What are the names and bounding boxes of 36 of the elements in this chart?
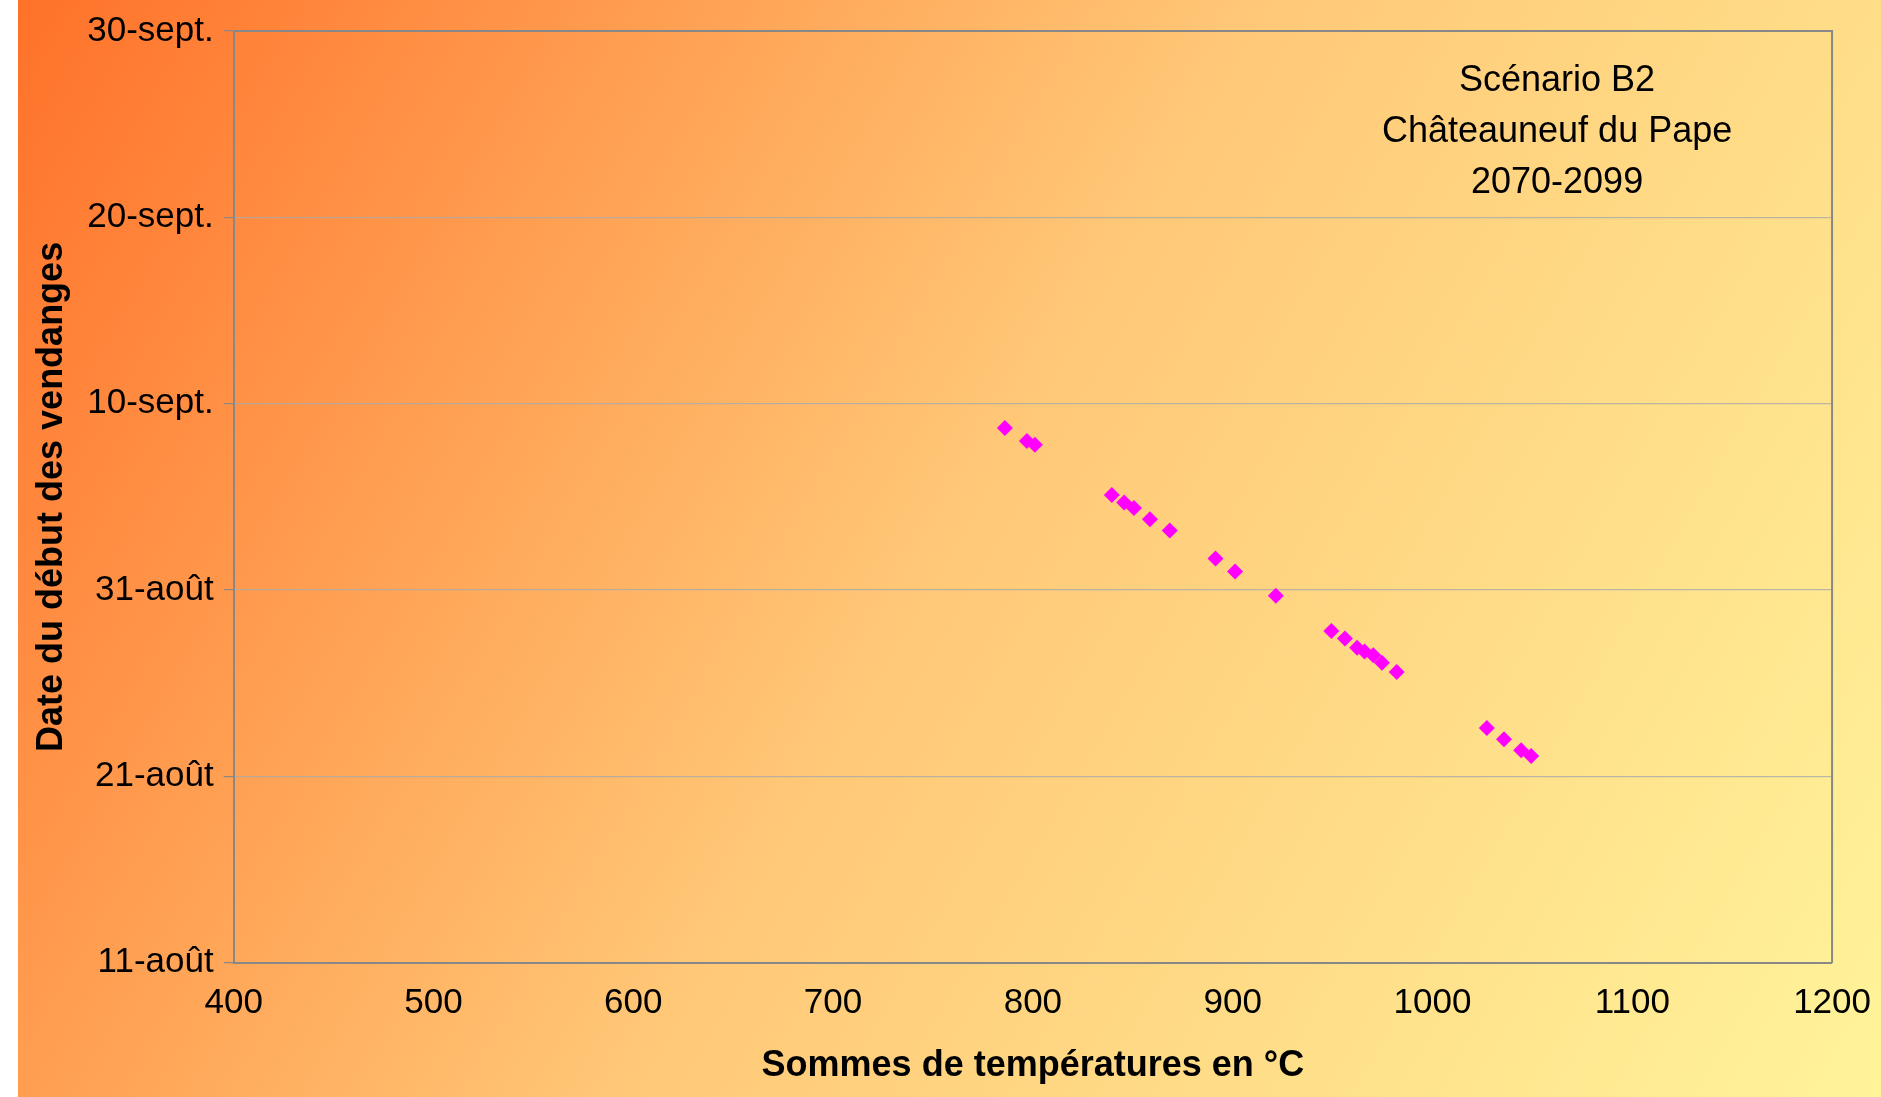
x-axis-title: Sommes de températures en °C xyxy=(761,1043,1305,1085)
point xyxy=(1365,647,1382,664)
point xyxy=(1523,747,1540,764)
y-tick-label: 30-sept. xyxy=(87,8,214,48)
point xyxy=(1336,630,1353,647)
point xyxy=(1125,500,1142,517)
y-tick-label: 31-août xyxy=(94,567,214,607)
x-tick-label: 500 xyxy=(404,981,463,1021)
y-tick-label: 20-sept. xyxy=(87,195,214,235)
x-tick-label: 600 xyxy=(604,981,663,1021)
y-axis-title: Date du début des vendanges xyxy=(28,241,70,752)
point xyxy=(1116,494,1133,511)
point xyxy=(1323,623,1340,640)
x-tick-label: 1100 xyxy=(1594,981,1670,1021)
x-tick-label: 1000 xyxy=(1393,981,1472,1021)
x-tick-label: 900 xyxy=(1203,981,1262,1021)
x-tick-label: 1200 xyxy=(1793,981,1872,1021)
x-tick-label: 400 xyxy=(204,981,263,1021)
point xyxy=(1478,719,1495,736)
point xyxy=(1267,587,1284,604)
point xyxy=(1373,654,1390,671)
y-tick-label: 11-août xyxy=(97,940,214,980)
point xyxy=(1161,522,1178,539)
point xyxy=(1388,664,1405,681)
point xyxy=(1207,550,1224,567)
y-tick-label: 10-sept. xyxy=(87,381,214,421)
point xyxy=(1227,563,1244,580)
x-tick-label: 700 xyxy=(803,981,863,1021)
text: Scénario B2 Châteauneuf du Pape 2070-2099 xyxy=(1381,57,1733,201)
point xyxy=(1141,511,1158,528)
y-tick-label: 21-août xyxy=(94,754,214,794)
point xyxy=(1496,731,1512,748)
x-tick-label: 800 xyxy=(1003,981,1063,1021)
point xyxy=(996,419,1013,436)
point xyxy=(1513,742,1530,759)
point xyxy=(1103,487,1120,504)
